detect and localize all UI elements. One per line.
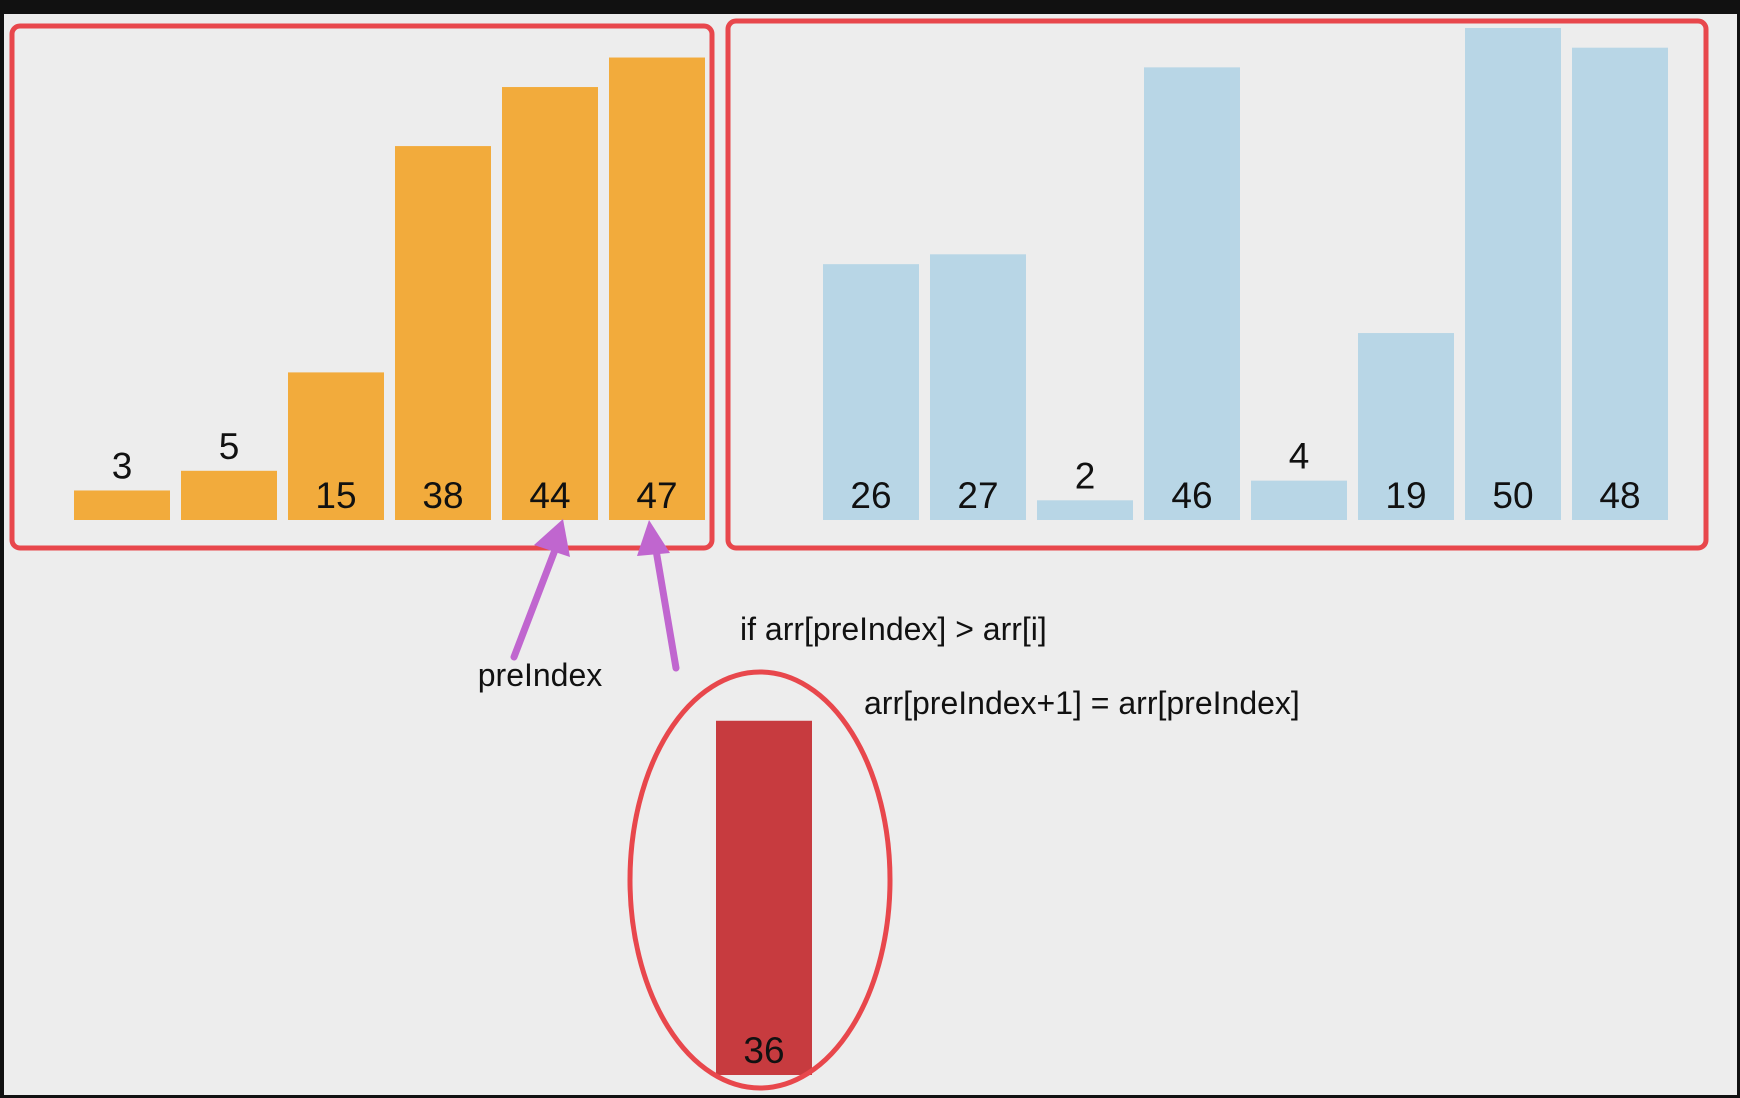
- pointer-arrows: [510, 519, 680, 672]
- unsorted-bar-label-3: 46: [1171, 475, 1212, 516]
- unsorted-bar-label-5: 19: [1385, 475, 1426, 516]
- sorted-bar-label-0: 3: [112, 445, 133, 486]
- sorted-bar-label-5: 47: [636, 475, 677, 516]
- condition-label: if arr[preIndex] > arr[i]: [740, 611, 1047, 647]
- unsorted-bar-label-1: 27: [957, 475, 998, 516]
- unsorted-bar-6: [1465, 28, 1561, 520]
- sorted-bar-5: [609, 57, 705, 521]
- sorted-bars-group: 3 5 15 38 44 47: [74, 57, 705, 521]
- current-element-outline: [627, 669, 893, 1091]
- sorted-bar-label-3: 38: [422, 475, 463, 516]
- unsorted-bar-label-0: 26: [850, 475, 891, 516]
- unsorted-bar-label-7: 48: [1599, 475, 1640, 516]
- unsorted-bar-3: [1144, 67, 1240, 521]
- unsorted-bar-7: [1572, 47, 1668, 521]
- sorted-bar-4: [502, 87, 598, 520]
- sorted-region-outline: [9, 23, 715, 551]
- unsorted-bar-4: [1251, 480, 1347, 520]
- unsorted-bar-0: [823, 264, 919, 520]
- current-bar-group: 36: [716, 720, 812, 1075]
- i-arrow-shaft: [652, 546, 680, 672]
- unsorted-bar-1: [930, 254, 1026, 520]
- sorted-bar-label-4: 44: [529, 475, 570, 516]
- sorted-bar-label-1: 5: [219, 426, 240, 467]
- canvas-background: [4, 14, 1737, 1095]
- sorted-bar-2: [288, 372, 384, 520]
- sorted-bar-3: [395, 146, 491, 520]
- preindex-label: preIndex: [478, 657, 603, 693]
- i-arrow-head: [637, 520, 670, 556]
- unsorted-bar-label-2: 2: [1075, 455, 1096, 496]
- unsorted-bar-5: [1358, 333, 1454, 520]
- preindex-arrow-head: [534, 519, 570, 557]
- assignment-label: arr[preIndex+1] = arr[preIndex]: [864, 685, 1300, 721]
- preindex-arrow-shaft: [510, 546, 559, 661]
- sorted-bar-1: [181, 470, 277, 520]
- unsorted-bar-2: [1037, 500, 1133, 520]
- current-bar-0: [716, 720, 812, 1075]
- unsorted-bar-label-4: 4: [1289, 436, 1310, 477]
- current-bar-label-0: 36: [743, 1030, 784, 1071]
- unsorted-bar-label-6: 50: [1492, 475, 1533, 516]
- sorted-bar-0: [74, 490, 170, 520]
- unsorted-region-outline: [725, 18, 1709, 551]
- unsorted-bars-group: 26 27 2 46 4 19 50 48: [823, 28, 1668, 521]
- sorted-bar-label-2: 15: [315, 475, 356, 516]
